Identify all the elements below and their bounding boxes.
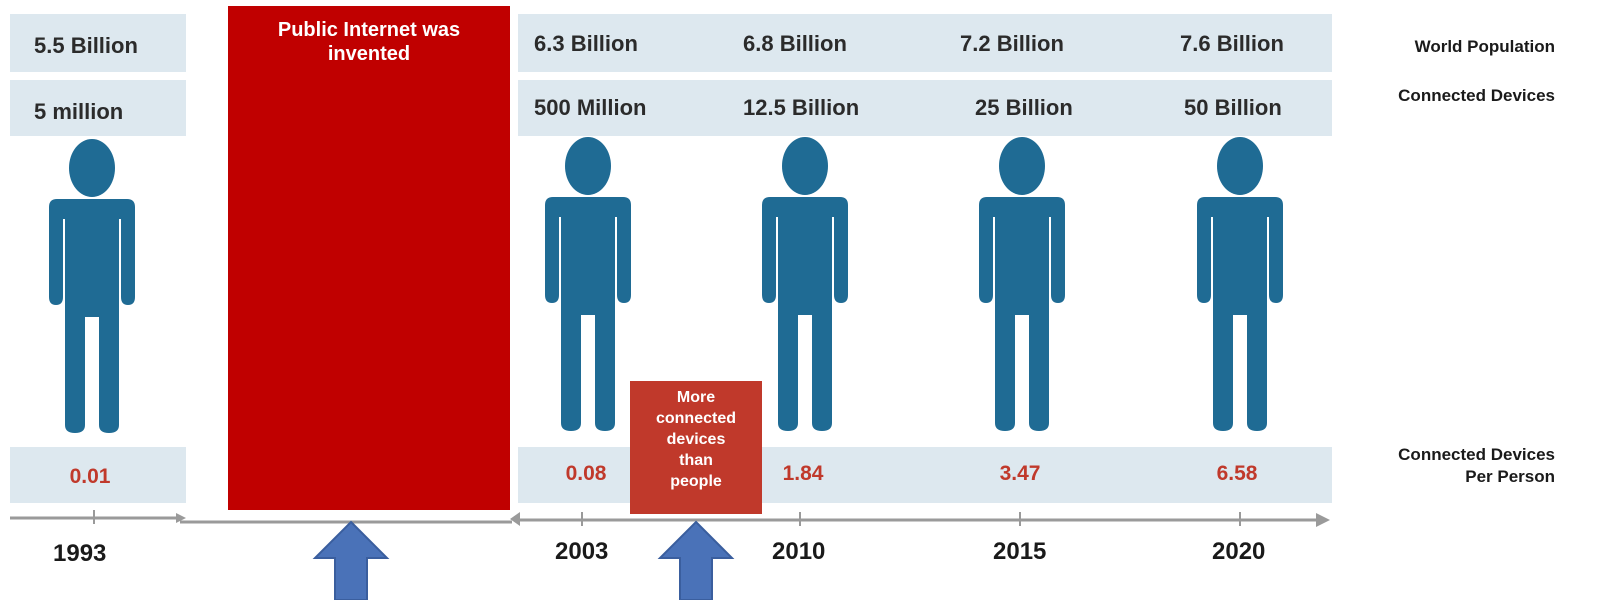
internet-invented-box: Public Internet was invented bbox=[228, 6, 510, 510]
year-1993: 1993 bbox=[53, 540, 107, 567]
up-arrow-icon bbox=[312, 520, 390, 600]
devices-band-main bbox=[518, 80, 1332, 136]
up-arrow-icon bbox=[657, 520, 735, 600]
population-band-main bbox=[518, 14, 1332, 72]
devices-2020: 50 Billion bbox=[1184, 95, 1282, 120]
population-1993: 5.5 Billion bbox=[34, 33, 138, 58]
devices-1993: 5 million bbox=[34, 99, 124, 124]
per-person-2010: 1.84 bbox=[782, 462, 824, 485]
callout-line: than bbox=[679, 452, 713, 469]
person-icon bbox=[49, 139, 135, 433]
per-person-label-line1: Connected Devices bbox=[1398, 445, 1555, 464]
ratio-band-1993 bbox=[10, 447, 186, 503]
callout-line: people bbox=[670, 473, 722, 490]
population-2020: 7.6 Billion bbox=[1180, 31, 1284, 56]
devices-band-1993 bbox=[10, 80, 186, 136]
per-person-2015: 3.47 bbox=[999, 462, 1041, 485]
devices-2003: 500 Million bbox=[534, 95, 647, 120]
person-icon bbox=[1197, 137, 1283, 431]
callout-line: connected bbox=[655, 410, 736, 427]
per-person-label-line2: Per Person bbox=[1465, 467, 1555, 486]
more-devices-than-people-callout: More connected devices than people bbox=[630, 381, 762, 514]
population-band-1993 bbox=[10, 14, 186, 72]
internet-text-line2: invented bbox=[327, 43, 411, 65]
year-2020: 2020 bbox=[1212, 538, 1266, 565]
callout-line: devices bbox=[666, 431, 726, 448]
world-population-label: World Population bbox=[1414, 37, 1555, 56]
internet-text-line1: Public Internet was bbox=[277, 19, 461, 41]
person-icon bbox=[545, 137, 631, 431]
year-2003: 2003 bbox=[555, 538, 609, 565]
per-person-1993: 0.01 bbox=[69, 465, 111, 488]
year-2010: 2010 bbox=[772, 538, 826, 565]
population-2003: 6.3 Billion bbox=[534, 31, 638, 56]
person-icon bbox=[979, 137, 1065, 431]
population-2010: 6.8 Billion bbox=[743, 31, 847, 56]
person-icon bbox=[762, 137, 848, 431]
year-2015: 2015 bbox=[993, 538, 1047, 565]
per-person-2003: 0.08 bbox=[565, 462, 607, 485]
population-2015: 7.2 Billion bbox=[960, 31, 1064, 56]
callout-line: More bbox=[676, 389, 716, 406]
devices-2010: 12.5 Billion bbox=[743, 95, 860, 120]
connected-devices-label: Connected Devices bbox=[1398, 86, 1555, 105]
per-person-2020: 6.58 bbox=[1216, 462, 1258, 485]
devices-2015: 25 Billion bbox=[975, 95, 1073, 120]
